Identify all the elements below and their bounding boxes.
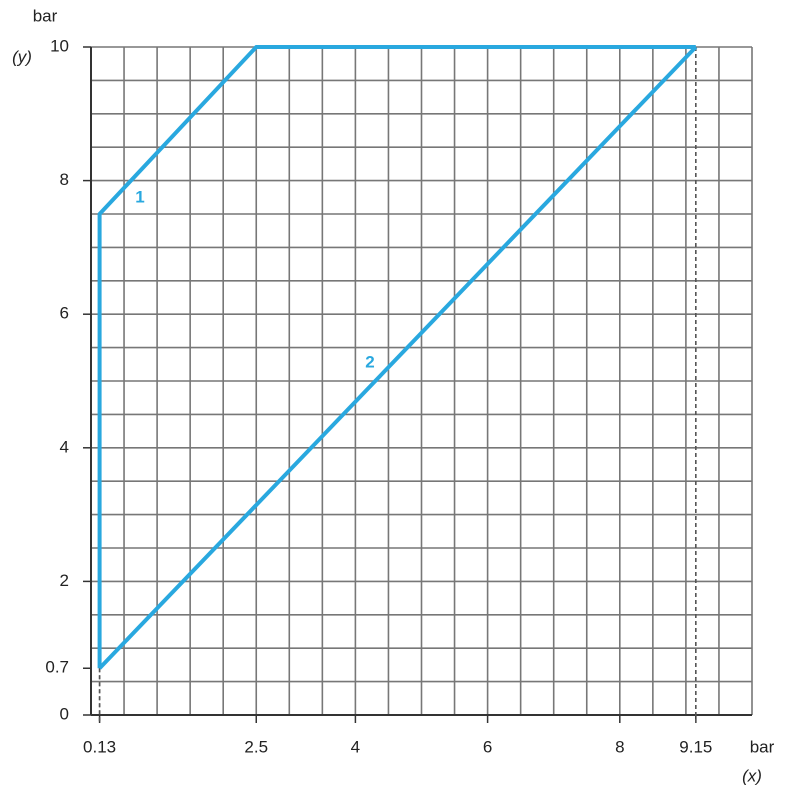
line-series [97, 45, 696, 669]
y-axis-sublabel: (y) [12, 47, 32, 66]
y-tick-label: 6 [60, 304, 69, 323]
y-tick-label: 0.7 [45, 658, 69, 677]
y-tick-label: 0 [60, 704, 69, 723]
line-series [98, 45, 698, 670]
y-tick-label: 2 [60, 571, 69, 590]
x-tick-label: 4 [351, 737, 360, 756]
x-tick-label: 2.5 [244, 737, 268, 756]
x-axis-label: bar [750, 737, 775, 756]
y-tick-label: 10 [50, 36, 69, 55]
x-tick-label: 0.13 [83, 737, 116, 756]
x-axis-sublabel: (x) [742, 766, 762, 785]
y-tick-label: 8 [60, 170, 69, 189]
x-tick-label: 8 [615, 737, 624, 756]
y-tick-label: 4 [60, 437, 69, 456]
y-axis-label: bar [33, 6, 58, 25]
x-tick-label: 6 [483, 737, 492, 756]
series-label: 2 [365, 352, 374, 371]
series-label: 1 [135, 187, 144, 206]
x-tick-label: 9.15 [679, 737, 712, 756]
